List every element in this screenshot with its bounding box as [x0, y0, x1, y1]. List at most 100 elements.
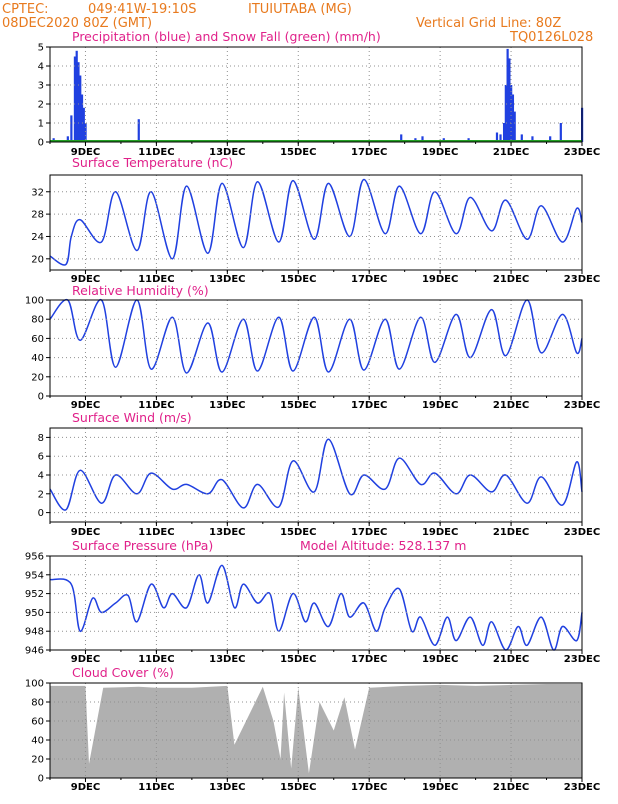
x-tick-label: 13DEC	[209, 782, 245, 793]
precip-bar	[513, 111, 516, 142]
y-tick-label: 28	[31, 210, 44, 221]
x-tick-label: 15DEC	[280, 274, 316, 285]
y-tick-label: 20	[31, 254, 44, 265]
x-tick-label: 23DEC	[564, 654, 600, 665]
x-tick-label: 21DEC	[493, 274, 529, 285]
panel-4: Surface Pressure (hPa) Model Altitude: 52…	[25, 538, 600, 665]
x-tick-label: 13DEC	[209, 400, 245, 411]
y-tick-label: 3	[38, 81, 44, 92]
x-tick-label: 17DEC	[351, 527, 387, 538]
x-tick-label: 17DEC	[351, 274, 387, 285]
y-tick-label: 100	[25, 296, 44, 307]
y-tick-label: 950	[25, 608, 44, 619]
x-tick-label: 15DEC	[280, 782, 316, 793]
x-tick-label: 17DEC	[351, 654, 387, 665]
x-tick-label: 9DEC	[71, 654, 100, 665]
panel-title: Precipitation (blue) and Snow Fall (gree…	[72, 29, 381, 44]
x-tick-label: 13DEC	[209, 147, 245, 158]
x-tick-label: 23DEC	[564, 400, 600, 411]
y-tick-label: 0	[38, 508, 44, 519]
y-tick-label: 0	[38, 392, 44, 403]
plot-frame	[49, 555, 583, 651]
x-tick-label: 13DEC	[209, 527, 245, 538]
x-tick-label: 13DEC	[209, 654, 245, 665]
y-tick-label: 4	[38, 471, 44, 482]
y-tick-label: 32	[31, 187, 44, 198]
panel-3: Surface Wind (m/s) 0 2 4 6 8 9DEC 11DEC 13DEC 15D…	[38, 410, 601, 538]
x-tick-label: 11DEC	[138, 782, 174, 793]
x-tick-label: 21DEC	[493, 400, 529, 411]
precip-bar	[510, 85, 513, 142]
precip-bar	[77, 62, 80, 143]
y-tick-label: 956	[25, 552, 44, 563]
x-tick-label: 13DEC	[209, 274, 245, 285]
plot-frame	[49, 46, 583, 143]
x-tick-label: 17DEC	[351, 400, 387, 411]
y-tick-label: 40	[31, 353, 44, 364]
precip-bar	[79, 75, 82, 142]
precip-bar	[73, 56, 77, 142]
y-tick-label: 946	[25, 646, 44, 657]
x-tick-label: 21DEC	[493, 782, 529, 793]
precip-bar	[137, 119, 140, 142]
x-tick-label: 21DEC	[493, 147, 529, 158]
precip-bar	[400, 134, 403, 142]
precip-bar	[549, 136, 552, 142]
panel-5: Cloud Cover (%) 0 20 40 60 80 100 9DEC 11DEC 13DE…	[25, 665, 600, 793]
x-tick-label: 19DEC	[422, 147, 458, 158]
x-tick-label: 17DEC	[351, 147, 387, 158]
precip-bar	[66, 136, 69, 142]
header-station: ITUIUTABA (MG)	[248, 2, 352, 17]
precip-bar	[75, 50, 78, 142]
x-tick-label: 11DEC	[138, 654, 174, 665]
precip-bar	[499, 134, 502, 142]
chart-panels: Precipitation (blue) and Snow Fall (gree…	[25, 29, 600, 793]
panel-1: Surface Temperature (nC) 20 24 28 32 9DEC 11DE…	[31, 155, 600, 285]
y-tick-label: 0	[38, 774, 44, 785]
precip-bar	[511, 94, 515, 142]
y-tick-label: 100	[25, 679, 44, 690]
x-tick-label: 19DEC	[422, 527, 458, 538]
header-location: 049:41W-19:10S	[88, 2, 196, 17]
y-tick-label: 5	[38, 43, 44, 54]
series-line	[49, 298, 583, 374]
panel-title: Relative Humidity (%)	[72, 283, 209, 298]
x-tick-label: 9DEC	[71, 527, 100, 538]
panel-2: Relative Humidity (%) 0 20 40 60 80 100 9DEC 11D…	[25, 283, 600, 411]
series-line	[49, 564, 583, 651]
precip-bar	[508, 58, 511, 142]
y-tick-label: 948	[25, 627, 44, 638]
plot-frame	[49, 682, 583, 779]
y-tick-label: 60	[31, 717, 44, 728]
header-run: 08DEC2020 80Z (GMT)	[2, 16, 152, 31]
y-tick-label: 0	[38, 138, 44, 149]
y-tick-label: 80	[31, 315, 44, 326]
y-tick-label: 1	[38, 119, 44, 130]
y-tick-label: 20	[31, 755, 44, 766]
x-tick-label: 19DEC	[422, 654, 458, 665]
x-tick-label: 19DEC	[422, 400, 458, 411]
x-tick-label: 15DEC	[280, 527, 316, 538]
header-model: TQ0126L028	[509, 30, 593, 45]
x-tick-label: 19DEC	[422, 782, 458, 793]
panel-0: Precipitation (blue) and Snow Fall (gree…	[38, 29, 601, 158]
y-tick-label: 4	[38, 62, 44, 73]
precip-bar	[520, 134, 523, 142]
header-grid-line: Vertical Grid Line: 80Z	[416, 16, 561, 31]
x-tick-label: 19DEC	[422, 274, 458, 285]
panel-title: Surface Wind (m/s)	[72, 410, 192, 425]
x-tick-label: 17DEC	[351, 782, 387, 793]
precip-bar	[504, 85, 507, 142]
x-tick-label: 9DEC	[71, 400, 100, 411]
panel-title: Surface Pressure (hPa)	[72, 538, 213, 553]
y-tick-label: 80	[31, 698, 44, 709]
y-tick-label: 2	[38, 489, 44, 500]
x-tick-label: 15DEC	[280, 147, 316, 158]
x-tick-label: 21DEC	[493, 527, 529, 538]
x-tick-label: 11DEC	[138, 527, 174, 538]
panel-title: Surface Temperature (nC)	[72, 155, 233, 170]
panel-subtitle: Model Altitude: 528.137 m	[300, 538, 466, 553]
x-tick-label: 23DEC	[564, 782, 600, 793]
series-line	[49, 438, 583, 511]
